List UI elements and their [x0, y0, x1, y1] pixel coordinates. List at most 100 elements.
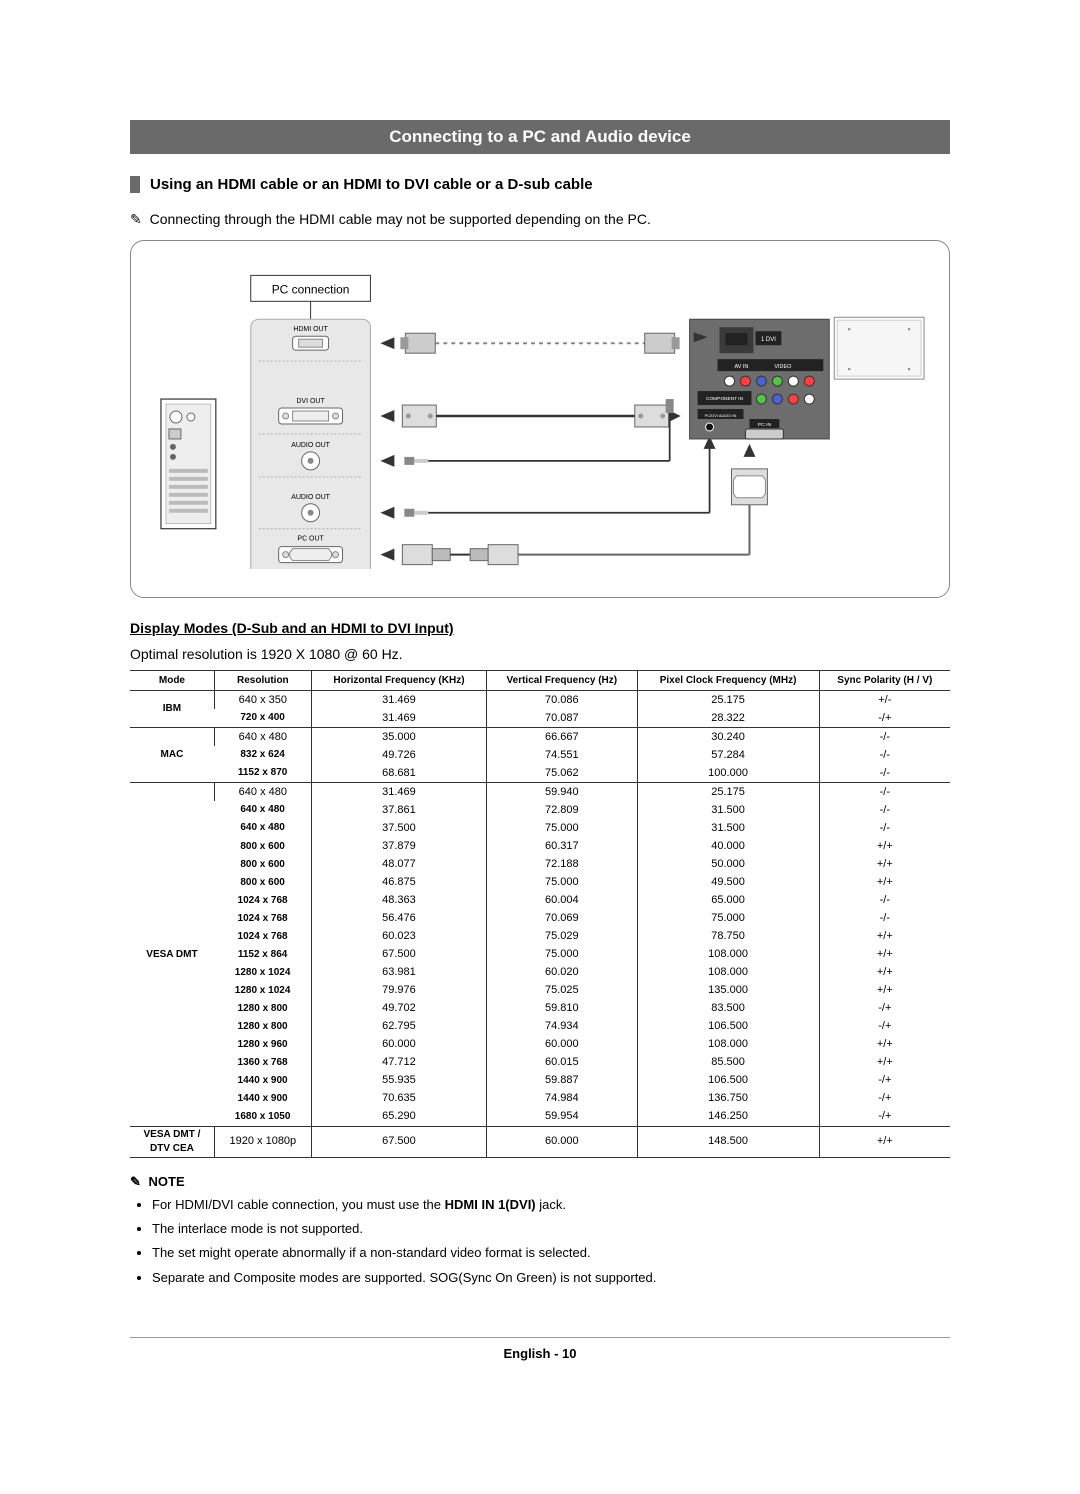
svg-text:DVI OUT: DVI OUT	[296, 398, 325, 405]
svg-text:PC IN: PC IN	[758, 422, 772, 428]
data-cell: 720 x 400	[214, 709, 311, 728]
data-cell: 62.795	[311, 1018, 486, 1036]
data-cell: 85.500	[637, 1054, 819, 1072]
footer-rule	[130, 1337, 950, 1338]
table-row: VESA DMT /DTV CEA1920 x 1080p67.50060.00…	[130, 1126, 950, 1157]
data-cell: 31.500	[637, 801, 819, 819]
data-cell: 1280 x 1024	[214, 982, 311, 1000]
note-heading: ✎ NOTE	[130, 1174, 950, 1190]
table-row: 800 x 60046.87575.00049.500+/+	[130, 873, 950, 891]
data-cell: 31.469	[311, 709, 486, 728]
data-cell: 640 x 480	[214, 801, 311, 819]
table-row: IBM640 x 35031.46970.08625.175+/-	[130, 691, 950, 710]
data-cell: +/+	[819, 963, 950, 981]
data-cell: -/-	[819, 909, 950, 927]
data-cell: 60.000	[487, 1126, 637, 1157]
data-cell: 35.000	[311, 728, 486, 747]
note-item: The interlace mode is not supported.	[152, 1220, 950, 1238]
svg-text:AV IN: AV IN	[735, 364, 749, 370]
display-modes-table: ModeResolutionHorizontal Frequency (KHz)…	[130, 670, 950, 1158]
data-cell: 108.000	[637, 963, 819, 981]
table-header: Horizontal Frequency (KHz)	[311, 671, 486, 691]
display-modes-title: Display Modes (D-Sub and an HDMI to DVI …	[130, 620, 950, 636]
table-row: 640 x 48037.50075.00031.500-/-	[130, 819, 950, 837]
data-cell: 31.469	[311, 691, 486, 710]
table-header: Sync Polarity (H / V)	[819, 671, 950, 691]
data-cell: 70.635	[311, 1090, 486, 1108]
table-header: Vertical Frequency (Hz)	[487, 671, 637, 691]
note-item: For HDMI/DVI cable connection, you must …	[152, 1196, 950, 1214]
data-cell: 31.469	[311, 783, 486, 802]
data-cell: 49.500	[637, 873, 819, 891]
table-row: 800 x 60037.87960.31740.000+/+	[130, 837, 950, 855]
data-cell: 640 x 480	[214, 819, 311, 837]
data-cell: 108.000	[637, 945, 819, 963]
data-cell: 65.000	[637, 891, 819, 909]
data-cell: 640 x 480	[214, 783, 311, 802]
data-cell: +/+	[819, 855, 950, 873]
data-cell: 25.175	[637, 691, 819, 710]
data-cell: -/-	[819, 746, 950, 764]
data-cell: -/+	[819, 1018, 950, 1036]
data-cell: +/+	[819, 873, 950, 891]
data-cell: 1152 x 870	[214, 764, 311, 783]
data-cell: 60.023	[311, 927, 486, 945]
footer-language: English -	[504, 1346, 563, 1361]
data-cell: 70.087	[487, 709, 637, 728]
table-row: 1360 x 76847.71260.01585.500+/+	[130, 1054, 950, 1072]
data-cell: -/+	[819, 1090, 950, 1108]
table-row: MAC640 x 48035.00066.66730.240-/-	[130, 728, 950, 747]
data-cell: +/+	[819, 982, 950, 1000]
data-cell: 75.062	[487, 764, 637, 783]
svg-text:AUDIO OUT: AUDIO OUT	[291, 494, 330, 501]
data-cell: 57.284	[637, 746, 819, 764]
table-row: 1024 x 76848.36360.00465.000-/-	[130, 891, 950, 909]
page: Connecting to a PC and Audio device Usin…	[0, 0, 1080, 1421]
table-row: 1152 x 86467.50075.000108.000+/+	[130, 945, 950, 963]
data-cell: 28.322	[637, 709, 819, 728]
data-cell: 50.000	[637, 855, 819, 873]
data-cell: 47.712	[311, 1054, 486, 1072]
data-cell: 49.726	[311, 746, 486, 764]
data-cell: 136.750	[637, 1090, 819, 1108]
data-cell: 74.984	[487, 1090, 637, 1108]
data-cell: -/-	[819, 891, 950, 909]
note-block: ✎ NOTE For HDMI/DVI cable connection, yo…	[130, 1174, 950, 1287]
data-cell: 1440 x 900	[214, 1072, 311, 1090]
data-cell: 1280 x 800	[214, 1018, 311, 1036]
data-cell: -/-	[819, 764, 950, 783]
mode-cell: IBM	[130, 691, 214, 728]
data-cell: 30.240	[637, 728, 819, 747]
table-row: 1152 x 87068.68175.062100.000-/-	[130, 764, 950, 783]
intro-note-text: Connecting through the HDMI cable may no…	[150, 211, 651, 227]
data-cell: 1280 x 800	[214, 1000, 311, 1018]
data-cell: +/+	[819, 837, 950, 855]
table-row: 832 x 62449.72674.55157.284-/-	[130, 746, 950, 764]
data-cell: 1024 x 768	[214, 891, 311, 909]
data-cell: 106.500	[637, 1018, 819, 1036]
data-cell: 60.020	[487, 963, 637, 981]
table-row: 800 x 60048.07772.18850.000+/+	[130, 855, 950, 873]
data-cell: 65.290	[311, 1108, 486, 1127]
table-header: Pixel Clock Frequency (MHz)	[637, 671, 819, 691]
svg-text:HDMI OUT: HDMI OUT	[293, 326, 328, 333]
data-cell: 146.250	[637, 1108, 819, 1127]
optimal-resolution: Optimal resolution is 1920 X 1080 @ 60 H…	[130, 646, 950, 662]
data-cell: 640 x 350	[214, 691, 311, 710]
data-cell: 108.000	[637, 1036, 819, 1054]
data-cell: 83.500	[637, 1000, 819, 1018]
data-cell: 70.086	[487, 691, 637, 710]
table-row: 1280 x 80049.70259.81083.500-/+	[130, 1000, 950, 1018]
data-cell: 640 x 480	[214, 728, 311, 747]
table-row: 1024 x 76860.02375.02978.750+/+	[130, 927, 950, 945]
table-row: 1680 x 105065.29059.954146.250-/+	[130, 1108, 950, 1127]
mode-cell: MAC	[130, 728, 214, 783]
data-cell: 1920 x 1080p	[214, 1126, 311, 1157]
data-cell: 1280 x 960	[214, 1036, 311, 1054]
mode-cell: VESA DMT	[130, 783, 214, 1127]
data-cell: -/+	[819, 1000, 950, 1018]
page-footer: English - 10	[130, 1337, 950, 1361]
data-cell: +/+	[819, 927, 950, 945]
data-cell: 66.667	[487, 728, 637, 747]
notes-list: For HDMI/DVI cable connection, you must …	[152, 1196, 950, 1287]
